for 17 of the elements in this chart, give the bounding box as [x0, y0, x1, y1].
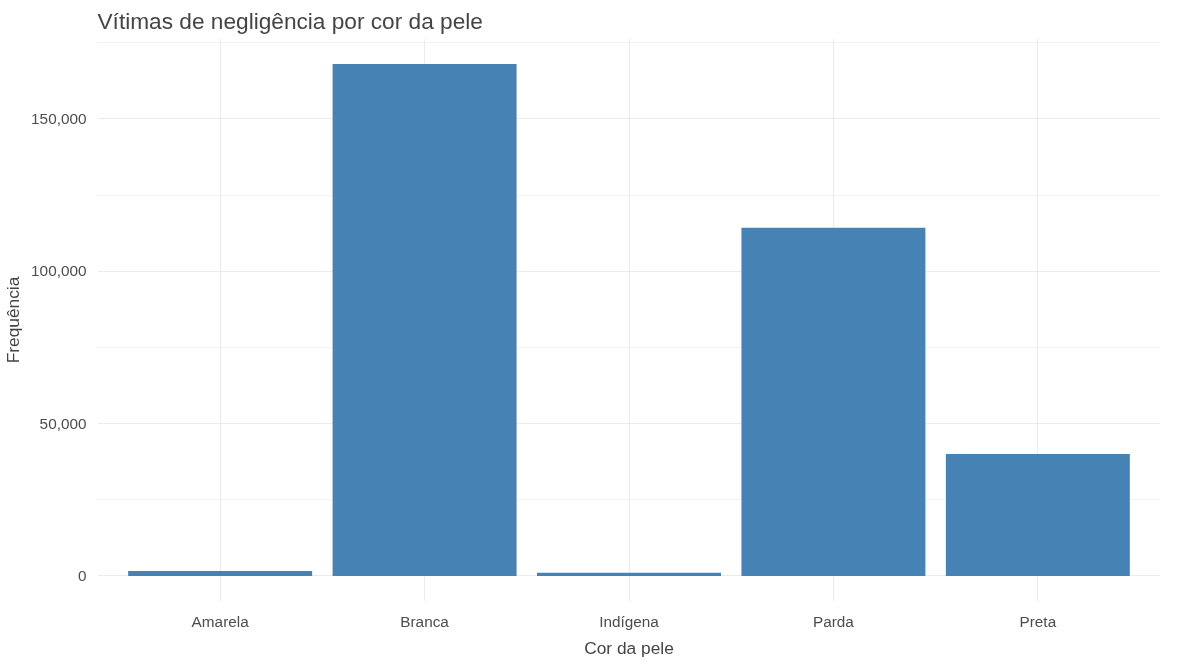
x-tick-label: Branca	[400, 612, 450, 630]
y-tick-label: 50,000	[39, 414, 87, 432]
chart-title: Vítimas de negligência por cor da pele	[97, 7, 483, 34]
y-tick-label: 0	[77, 566, 87, 584]
bar	[945, 454, 1130, 576]
x-axis-title: Cor da pele	[584, 637, 674, 658]
y-tick-label: 100,000	[31, 262, 87, 280]
y-axis-title: Frequência	[3, 276, 24, 364]
bar	[741, 227, 926, 576]
bar	[537, 572, 721, 576]
x-tick-label: Parda	[812, 612, 855, 630]
bar	[332, 64, 517, 576]
bar	[128, 571, 313, 576]
x-tick-label: Amarela	[191, 612, 250, 630]
x-tick-label: Indígena	[599, 612, 660, 630]
x-tick-label: Preta	[1019, 612, 1057, 630]
y-tick-label: 150,000	[31, 109, 87, 127]
